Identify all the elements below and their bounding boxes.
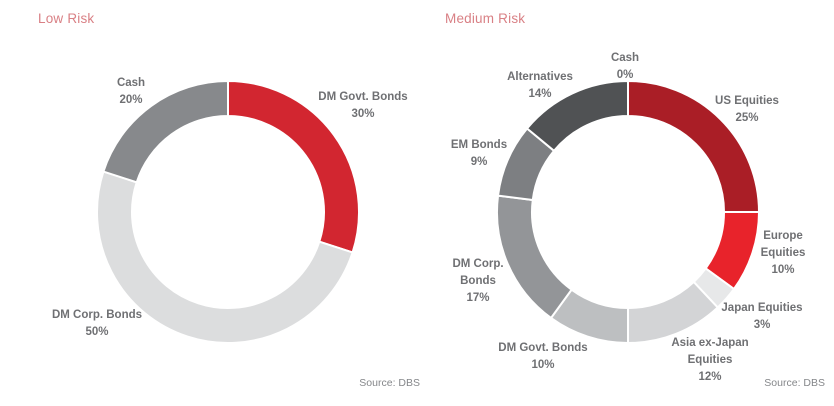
- medium-risk-source-note: Source: DBS: [764, 377, 825, 389]
- segment-dm-govt-bonds: [227, 79, 360, 254]
- low-risk-chart-title: Low Risk: [38, 11, 95, 26]
- segment-dm-corp-bonds: [96, 170, 354, 344]
- segment-dm-corp-bonds: [496, 194, 573, 320]
- segment-us-equities: [627, 79, 761, 213]
- medium-risk-chart-title: Medium Risk: [445, 11, 526, 26]
- segment-cash: [102, 79, 229, 184]
- low-risk-source-note: Source: DBS: [359, 377, 420, 389]
- segment-alternatives: [525, 79, 629, 153]
